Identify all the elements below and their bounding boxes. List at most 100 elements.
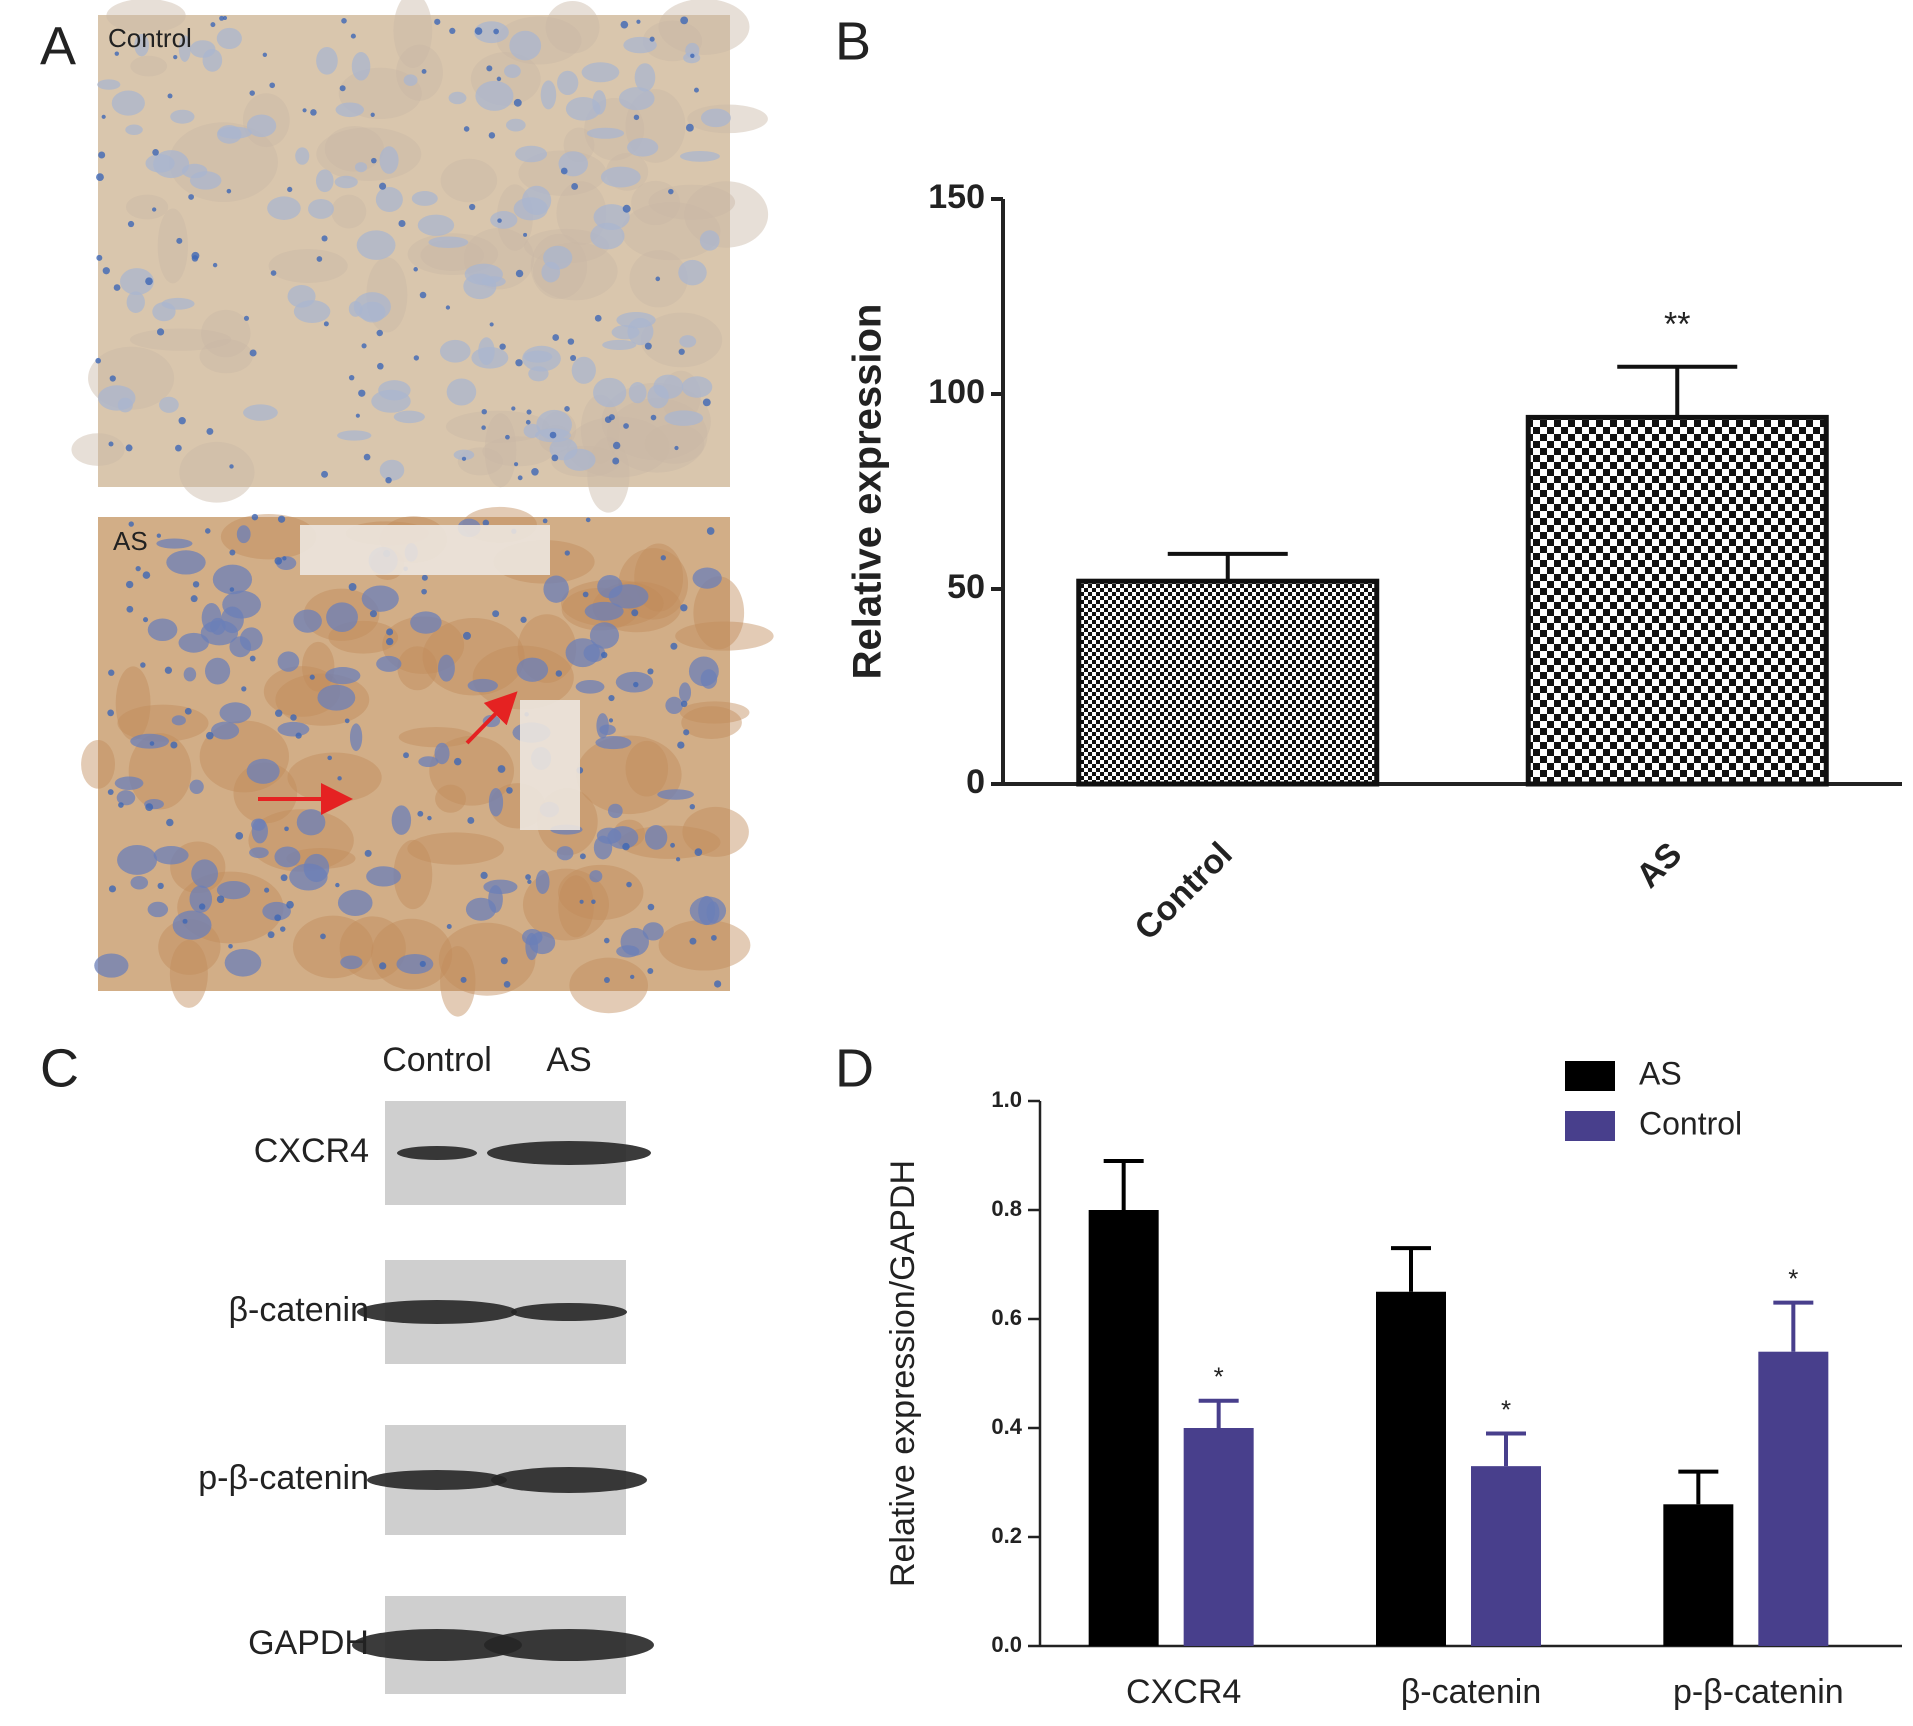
- cell-dot: [600, 651, 608, 659]
- nucleus: [586, 127, 625, 139]
- y-tick-label: 50: [947, 568, 985, 606]
- nucleus: [581, 62, 620, 83]
- cell-dot: [182, 918, 188, 924]
- nucleus: [478, 337, 495, 366]
- nucleus: [523, 350, 553, 363]
- cell-dot: [145, 803, 154, 812]
- cell-dot: [513, 98, 522, 107]
- nucleus: [439, 339, 471, 363]
- nucleus: [434, 742, 450, 765]
- blot-band: [487, 1141, 651, 1165]
- tissue-patch: [396, 44, 443, 101]
- lumen: [300, 525, 550, 575]
- tissue-patch: [675, 621, 774, 651]
- nucleus: [296, 809, 326, 836]
- nucleus: [212, 564, 253, 595]
- cell-dot: [620, 20, 629, 29]
- nucleus: [700, 108, 731, 128]
- cell-dot: [151, 207, 157, 212]
- cell-dot: [525, 419, 531, 425]
- nucleus: [130, 733, 170, 749]
- nucleus: [475, 80, 514, 111]
- nucleus: [125, 124, 143, 136]
- nucleus: [540, 80, 557, 110]
- tissue-patch: [682, 806, 749, 857]
- blot-band: [491, 1467, 647, 1493]
- nucleus: [361, 585, 399, 612]
- cell-dot: [286, 900, 294, 909]
- nucleus: [593, 377, 627, 408]
- cell-dot: [118, 802, 124, 808]
- nucleus: [571, 356, 596, 384]
- nucleus: [337, 889, 373, 916]
- nucleus: [628, 382, 647, 404]
- cell-dot: [630, 974, 635, 980]
- cell-dot: [142, 571, 151, 579]
- nucleus: [515, 145, 548, 163]
- significance-label: *: [1788, 1264, 1798, 1294]
- tissue-patch: [679, 701, 750, 724]
- nucleus: [448, 91, 467, 105]
- nucleus: [161, 297, 195, 310]
- cell-dot: [145, 277, 153, 286]
- cell-dot: [570, 355, 577, 362]
- cell-dot: [486, 65, 493, 72]
- nucleus: [549, 437, 578, 461]
- nucleus: [584, 601, 624, 621]
- cell-dot: [481, 425, 486, 430]
- cell-dot: [337, 776, 342, 781]
- cell-dot: [156, 533, 162, 538]
- tissue-patch: [621, 202, 721, 261]
- cell-dot: [499, 343, 506, 350]
- y-tick-label: 100: [928, 373, 985, 411]
- cell-dot: [555, 670, 563, 677]
- cell-dot: [262, 52, 268, 57]
- nucleus: [274, 846, 301, 868]
- nucleus: [317, 684, 356, 711]
- cell-dot: [212, 262, 218, 268]
- cell-dot: [113, 284, 121, 291]
- lane-label: Control: [382, 1041, 492, 1079]
- cell-dot: [339, 85, 346, 92]
- bar: [1088, 1210, 1159, 1646]
- y-tick-label: 0.6: [991, 1305, 1022, 1330]
- cell-dot: [675, 857, 681, 862]
- cell-dot: [264, 887, 270, 893]
- cell-dot: [267, 931, 275, 939]
- nucleus: [156, 538, 193, 549]
- nucleus: [246, 114, 277, 138]
- cell-dot: [474, 27, 483, 35]
- cell-dot: [125, 444, 133, 452]
- blot-band: [357, 1300, 517, 1324]
- tissue-patch: [287, 752, 382, 803]
- nucleus: [171, 715, 186, 726]
- cell-dot: [680, 16, 689, 25]
- cell-dot: [166, 818, 174, 827]
- nucleus: [316, 46, 338, 75]
- cell-dot: [95, 357, 101, 364]
- tissue-patch: [157, 208, 188, 284]
- nucleus: [575, 680, 605, 694]
- tissue-patch: [199, 339, 253, 374]
- cell-dot: [287, 186, 293, 193]
- cell-dot: [702, 398, 711, 407]
- cell-dot: [96, 254, 103, 261]
- tissue-patch: [681, 706, 742, 739]
- cell-dot: [229, 587, 235, 592]
- nucleus: [293, 609, 322, 633]
- nucleus: [114, 776, 144, 790]
- cell-dot: [460, 976, 467, 983]
- cell-dot: [670, 842, 675, 848]
- nucleus: [565, 97, 601, 121]
- nucleus: [126, 291, 145, 314]
- cell-dot: [114, 51, 120, 56]
- cell-dot: [526, 409, 532, 415]
- cell-dot: [644, 342, 652, 350]
- cell-dot: [680, 604, 688, 612]
- cell-dot: [249, 90, 255, 96]
- nucleus: [679, 682, 692, 703]
- blot-band: [484, 1629, 654, 1661]
- cell-dot: [549, 431, 557, 439]
- nucleus: [351, 52, 371, 81]
- nucleus: [178, 632, 209, 653]
